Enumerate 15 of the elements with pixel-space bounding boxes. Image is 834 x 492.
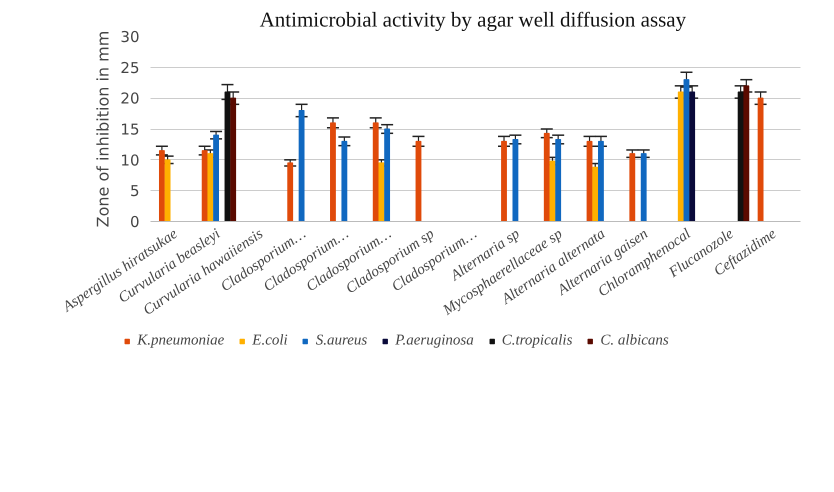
y-tick-label: 5 <box>130 182 140 200</box>
legend-label: E.coli <box>252 332 288 350</box>
y-tick-label: 15 <box>120 120 140 138</box>
legend-label: P.aeruginosa <box>395 332 474 350</box>
legend-label: C. albicans <box>600 332 669 350</box>
y-tick-label: 30 <box>120 28 140 46</box>
y-tick-label: 20 <box>120 90 140 108</box>
legend-label: K.pneumoniae <box>137 332 224 350</box>
chart-title: Antimicrobial activity by agar well diffusion assay <box>260 8 687 32</box>
y-tick-label: 25 <box>120 58 140 77</box>
y-axis-title: Zone of inhibition in mm <box>93 30 112 228</box>
y-tick-label: 0 <box>130 213 140 231</box>
legend-label: C.tropicalis <box>502 332 572 350</box>
legend-label: S.aureus <box>316 332 368 350</box>
y-tick-label: 10 <box>120 151 140 170</box>
